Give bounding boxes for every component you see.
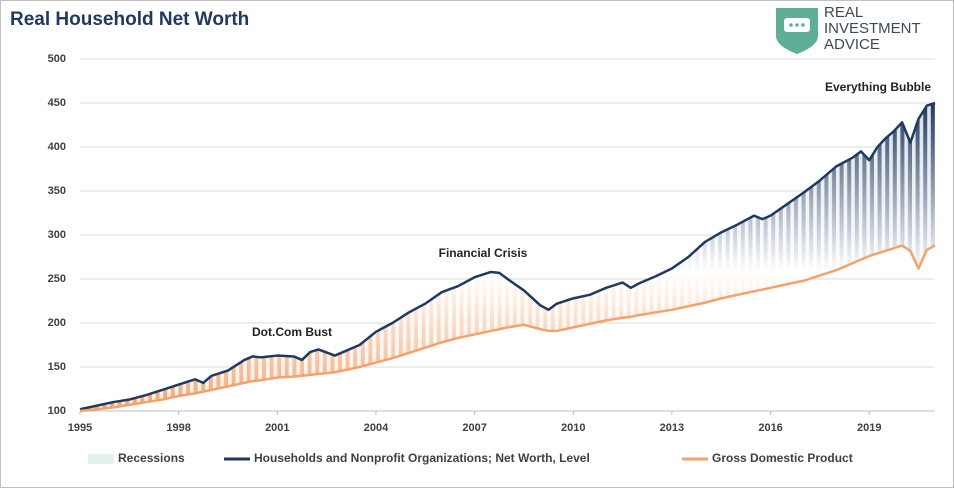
logo-text: INVESTMENT (824, 20, 921, 37)
x-tick-label: 2007 (462, 422, 486, 434)
logo: REAL INVESTMENT ADVICE (776, 4, 921, 54)
y-tick-label: 500 (48, 53, 66, 65)
y-tick-label: 250 (48, 273, 66, 285)
y-tick-label: 100 (48, 405, 66, 417)
x-tick-label: 2004 (364, 422, 389, 434)
x-tick-label: 1998 (166, 422, 190, 434)
y-tick-label: 300 (48, 229, 66, 241)
y-tick-label: 200 (48, 317, 66, 329)
annotation: Dot.Com Bust (252, 325, 332, 339)
y-tick-label: 150 (48, 361, 66, 373)
annotation: Everything Bubble (825, 80, 931, 94)
logo-dot (789, 23, 793, 27)
y-tick-label: 400 (48, 141, 66, 153)
legend-swatch (88, 454, 114, 464)
band-stripes (80, 103, 935, 411)
x-tick-label: 1995 (68, 422, 92, 434)
series-line (79, 244, 936, 413)
x-tick-label: 2016 (758, 422, 782, 434)
legend-label: Gross Domestic Product (712, 451, 853, 465)
y-tick-label: 450 (48, 97, 66, 109)
logo-text: REAL (824, 4, 863, 21)
logo-dot (801, 23, 805, 27)
annotation: Financial Crisis (439, 246, 528, 260)
legend-label: Households and Nonprofit Organizations; … (254, 451, 590, 465)
y-tick-label: 350 (48, 185, 66, 197)
logo-text: ADVICE (824, 36, 880, 53)
x-tick-label: 2019 (857, 422, 881, 434)
x-tick-label: 2010 (561, 422, 585, 434)
x-tick-label: 2013 (660, 422, 684, 434)
legend-label: Recessions (118, 451, 185, 465)
series-line (79, 101, 936, 411)
x-tick-label: 2001 (265, 422, 289, 434)
chart-title: Real Household Net Worth (10, 9, 249, 30)
logo-dot (795, 23, 799, 27)
